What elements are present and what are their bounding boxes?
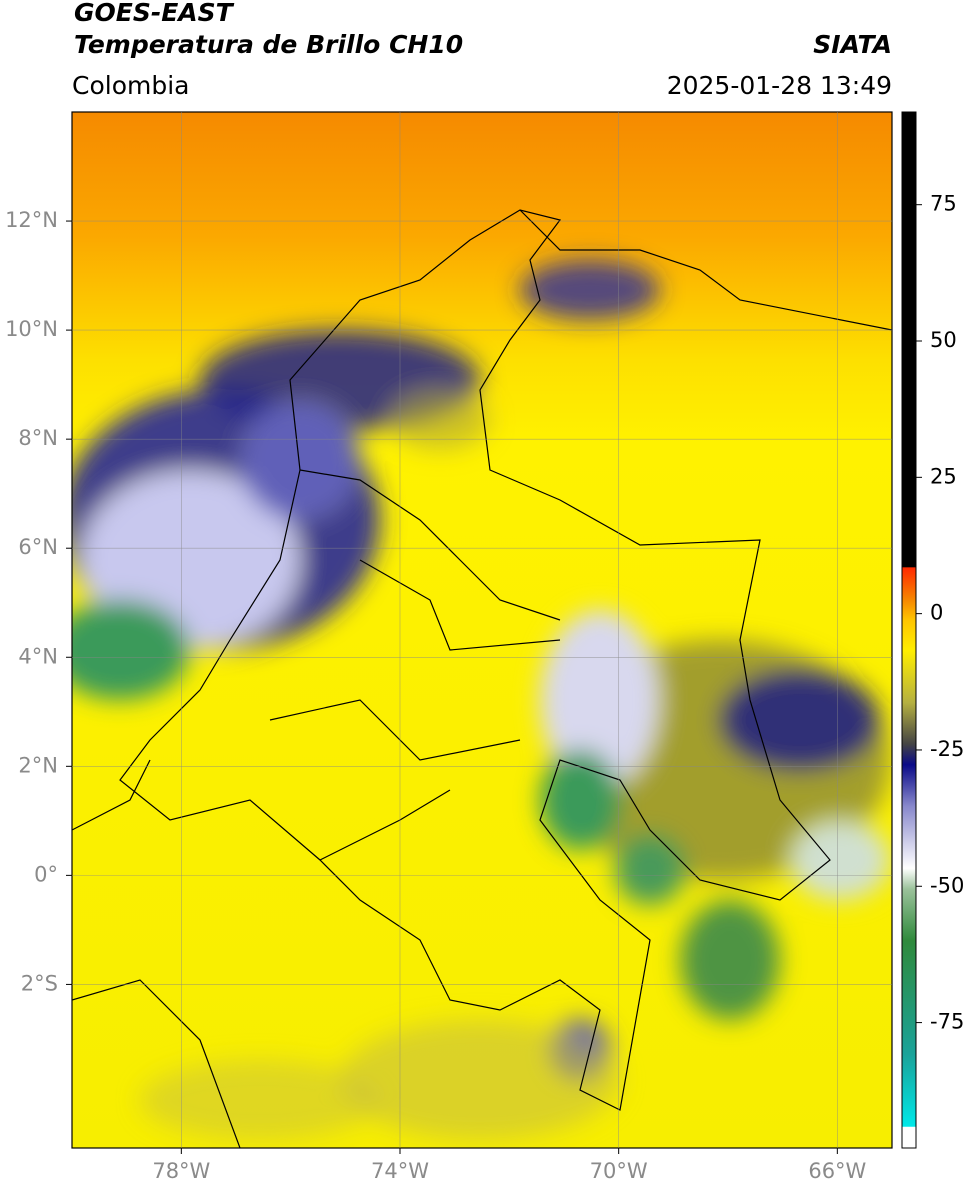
lat-tick-label: 2°N bbox=[18, 753, 58, 777]
timestamp: 2025-01-28 13:49 bbox=[667, 71, 892, 100]
lat-tick-label: 12°N bbox=[5, 208, 58, 232]
colorbar-tick-label: -50 bbox=[930, 873, 964, 897]
colorbar-tick-label: 0 bbox=[930, 601, 943, 625]
lon-tick-label: 66°W bbox=[808, 1159, 866, 1183]
lat-tick-label: 8°N bbox=[18, 426, 58, 450]
satellite-image bbox=[72, 112, 892, 1148]
source: SIATA bbox=[813, 30, 892, 59]
map-frame bbox=[71, 111, 893, 1149]
colorbar-tick-label: -75 bbox=[930, 1010, 964, 1034]
lat-tick-label: 6°N bbox=[18, 535, 58, 559]
lat-tick-label: 0° bbox=[34, 862, 58, 886]
colorbar-tick-label: 75 bbox=[930, 192, 957, 216]
lon-tick-label: 78°W bbox=[152, 1159, 210, 1183]
region: Colombia bbox=[72, 71, 189, 100]
borders bbox=[72, 209, 892, 1148]
lon-tick-label: 74°W bbox=[371, 1159, 429, 1183]
lat-tick-label: 2°S bbox=[21, 971, 58, 995]
lat-tick-label: 10°N bbox=[5, 317, 58, 341]
title: GOES-EAST bbox=[74, 0, 235, 27]
lon-tick-label: 70°W bbox=[590, 1159, 648, 1183]
colorbar bbox=[901, 111, 917, 1149]
lat-tick-label: 4°N bbox=[18, 644, 58, 668]
colorbar-tick-label: -25 bbox=[930, 737, 964, 761]
subtitle: Temperatura de Brillo CH10 bbox=[74, 30, 463, 59]
colorbar-tick-label: 50 bbox=[930, 328, 957, 352]
colorbar-tick-label: 25 bbox=[930, 464, 957, 488]
